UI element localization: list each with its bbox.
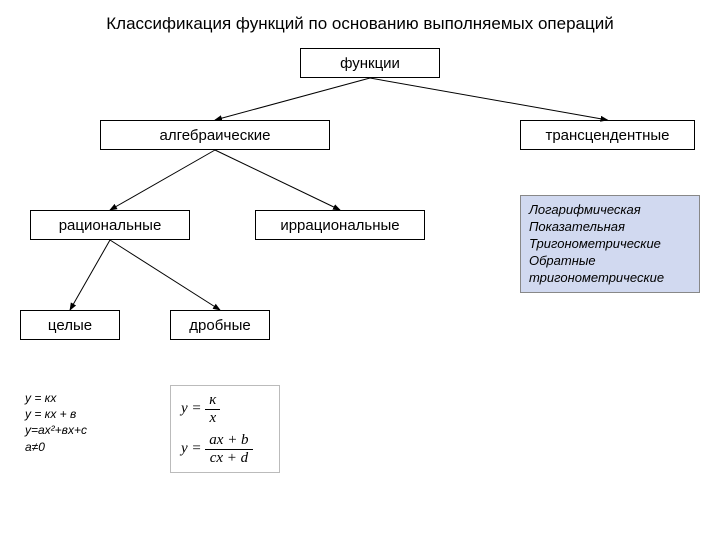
node-label: трансцендентные <box>545 127 669 144</box>
formula-line: у = кх <box>25 390 87 406</box>
denominator: cx + d <box>205 450 252 467</box>
formula-lhs: y = <box>181 400 202 416</box>
node-label: иррациональные <box>280 217 399 234</box>
transcendental-examples: Логарифмическая Показательная Тригономет… <box>520 195 700 293</box>
fraction: ax + b cx + d <box>205 432 252 466</box>
fractional-formulas: y = к х y = ax + b cx + d <box>170 385 280 473</box>
formula-line: у = кх + в <box>25 406 87 422</box>
formula-line: а≠0 <box>25 439 87 455</box>
node-fractional: дробные <box>170 310 270 340</box>
node-whole: целые <box>20 310 120 340</box>
numerator: ax + b <box>205 432 252 450</box>
example-line: Логарифмическая <box>529 202 691 219</box>
node-label: алгебраические <box>159 127 270 144</box>
node-irrational: иррациональные <box>255 210 425 240</box>
example-line: Показательная <box>529 219 691 236</box>
diagram-title: Классификация функций по основанию выпол… <box>0 14 720 34</box>
whole-formulas: у = кх у = кх + в у=ах²+вх+с а≠0 <box>25 390 87 455</box>
node-transcendental: трансцендентные <box>520 120 695 150</box>
formula-line: у=ах²+вх+с <box>25 422 87 438</box>
node-rational: рациональные <box>30 210 190 240</box>
node-label: целые <box>48 317 92 334</box>
node-label: рациональные <box>59 217 162 234</box>
numerator: к <box>205 392 220 410</box>
example-line: Тригонометрические <box>529 236 691 253</box>
node-algebraic: алгебраические <box>100 120 330 150</box>
node-label: дробные <box>189 317 250 334</box>
node-functions: функции <box>300 48 440 78</box>
denominator: х <box>205 410 220 427</box>
example-line: Обратные тригонометрические <box>529 253 691 287</box>
formula-lhs: y = <box>181 440 202 456</box>
node-label: функции <box>340 55 400 72</box>
fraction: к х <box>205 392 220 426</box>
